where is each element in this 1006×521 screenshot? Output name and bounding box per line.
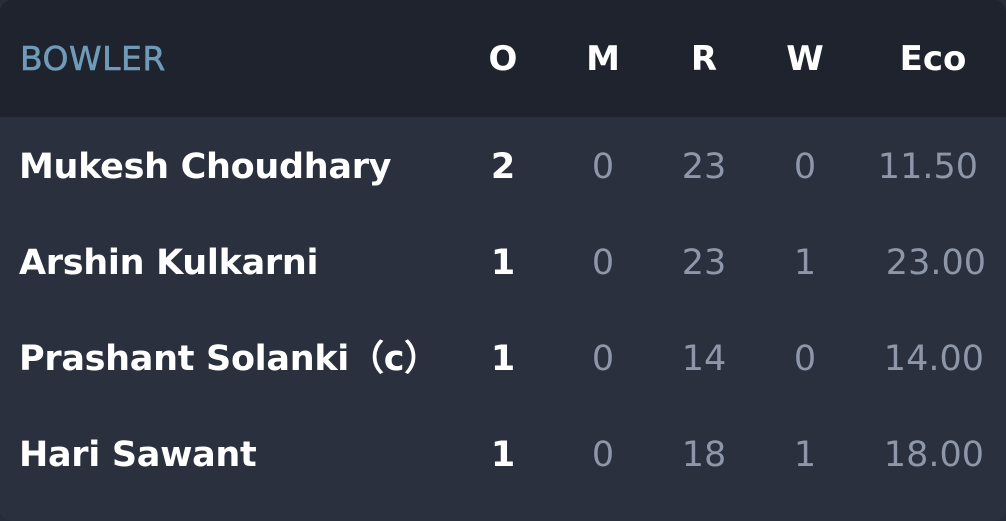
header-overs: O: [488, 39, 518, 79]
wickets-value: 1: [793, 243, 817, 283]
header-wickets: W: [786, 39, 824, 79]
header-maidens: M: [586, 39, 620, 79]
header-bowler: BOWLER: [20, 39, 166, 78]
wickets-value: 1: [793, 435, 817, 475]
overs-value: 1: [490, 339, 516, 379]
economy-value: 23.00: [885, 243, 986, 283]
header-economy: Eco: [899, 39, 967, 79]
runs-value: 23: [681, 243, 727, 283]
overs-value: 1: [490, 435, 516, 475]
runs-value: 14: [681, 339, 727, 379]
bowler-name: Mukesh Choudhary: [19, 147, 392, 187]
bowler-name: Hari Sawant: [19, 435, 257, 475]
maidens-value: 0: [591, 339, 615, 379]
economy-value: 18.00: [883, 435, 984, 475]
bowler-name: Prashant Solanki（c）: [19, 339, 439, 379]
runs-value: 18: [681, 435, 727, 475]
overs-value: 1: [490, 243, 516, 283]
maidens-value: 0: [591, 147, 615, 187]
runs-value: 23: [681, 147, 727, 187]
table-header: [0, 0, 1006, 117]
maidens-value: 0: [591, 243, 615, 283]
wickets-value: 0: [793, 339, 817, 379]
economy-value: 14.00: [883, 339, 984, 379]
wickets-value: 0: [793, 147, 817, 187]
overs-value: 2: [490, 147, 516, 187]
header-runs: R: [690, 39, 718, 79]
economy-value: 11.50: [877, 147, 978, 187]
bowler-name: Arshin Kulkarni: [19, 243, 319, 283]
maidens-value: 0: [591, 435, 615, 475]
